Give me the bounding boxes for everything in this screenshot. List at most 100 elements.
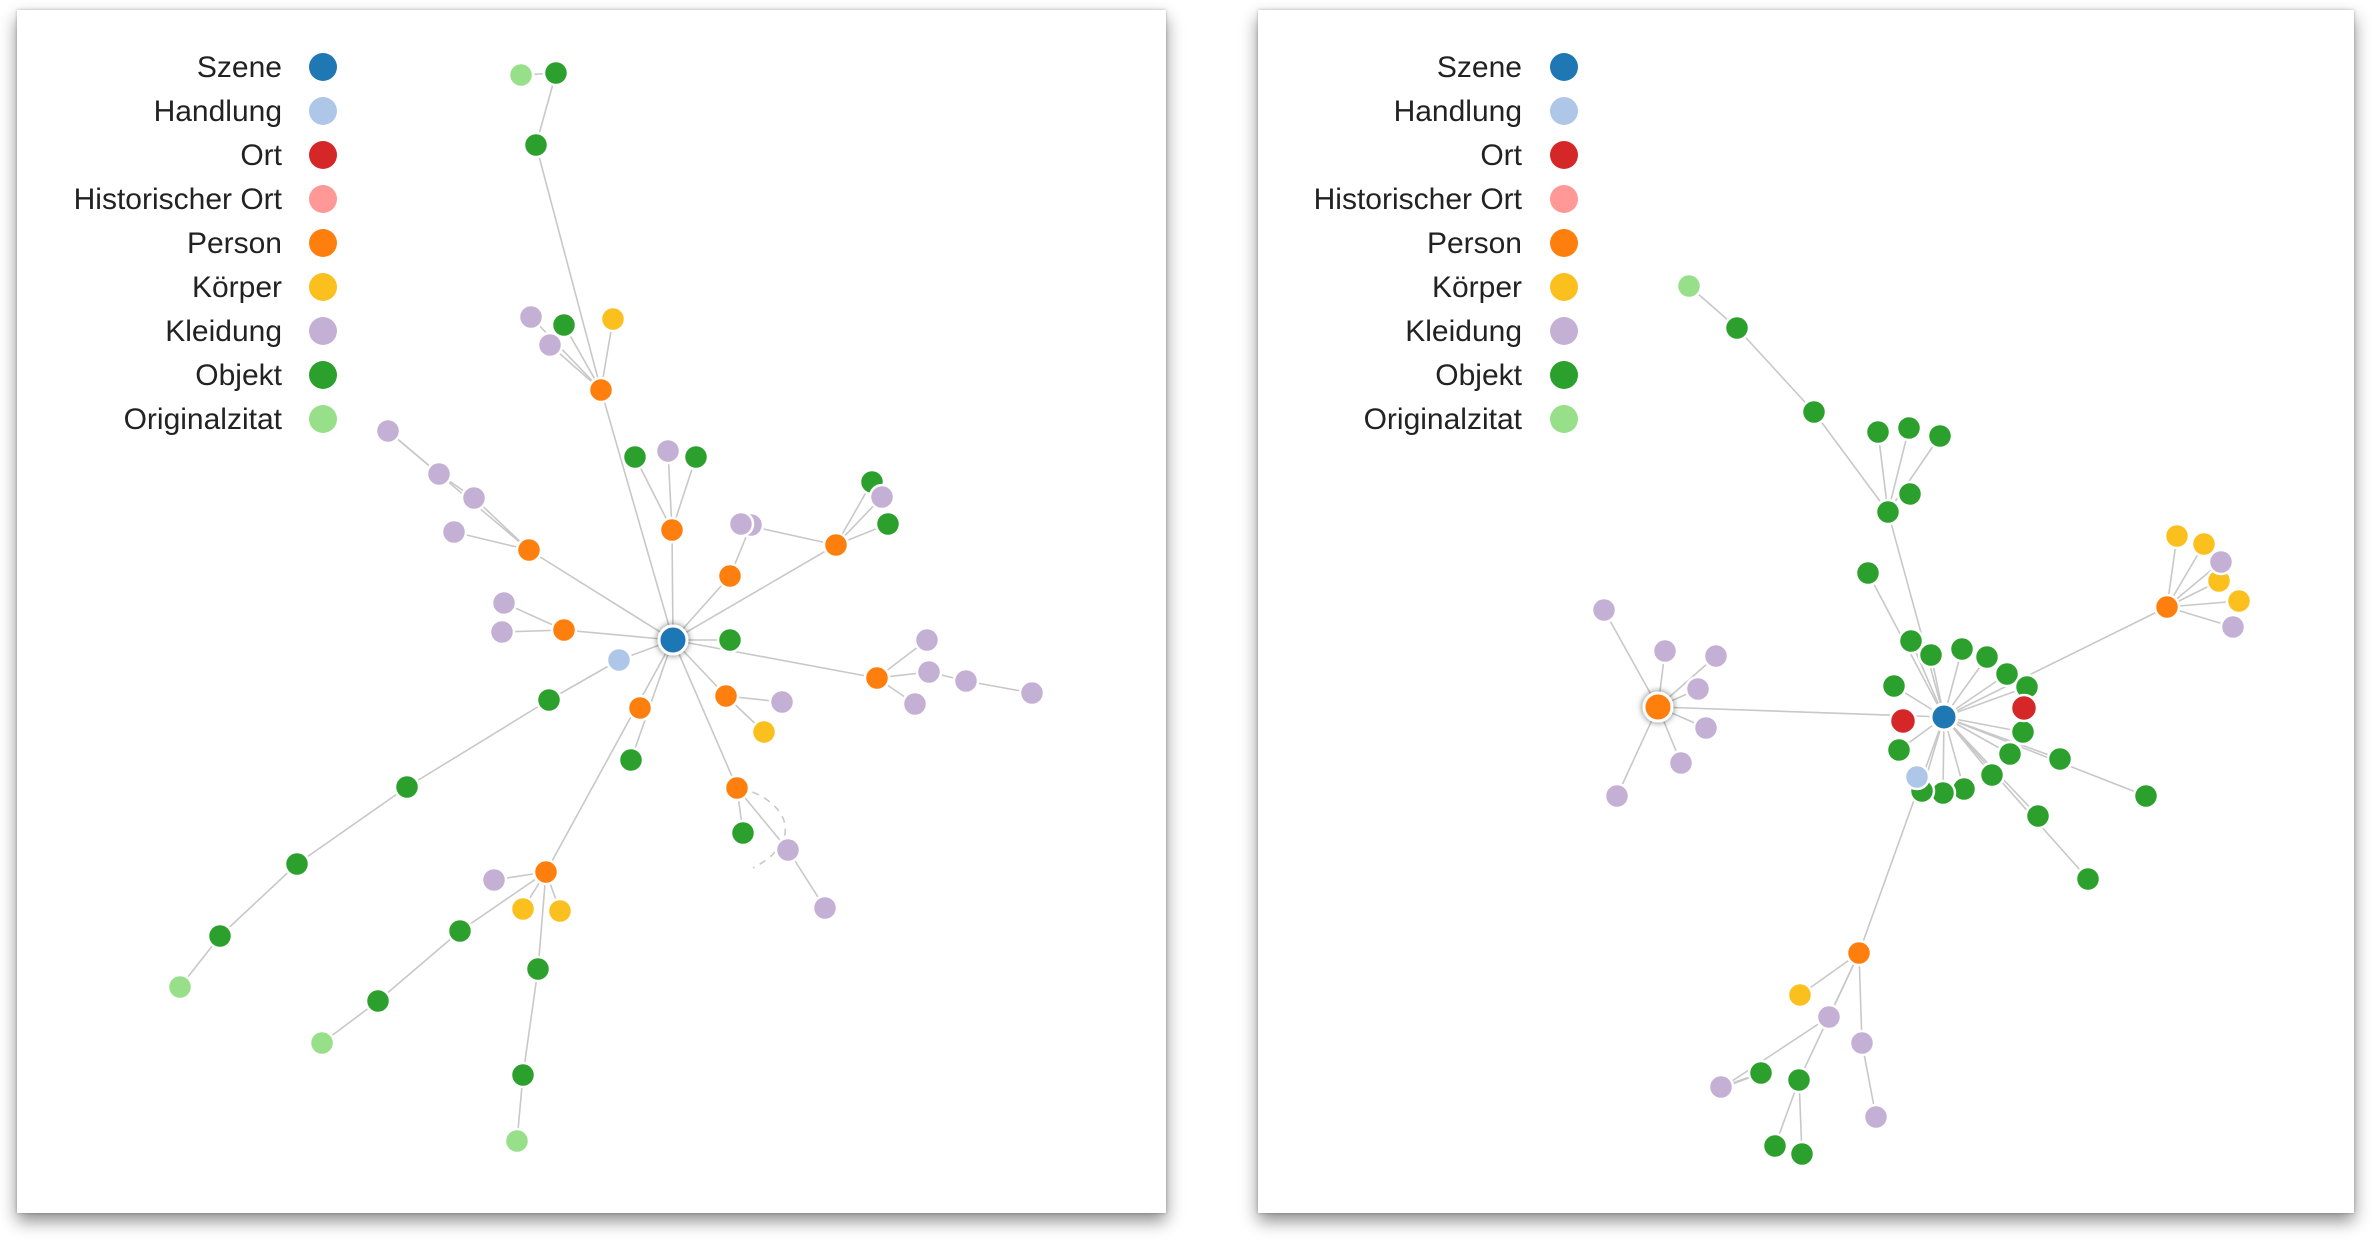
graph-node-kleidung[interactable]	[425, 460, 453, 488]
graph-canvas-right[interactable]: Szene Handlung Ort Historischer Ort Pers…	[1258, 10, 2354, 1213]
graph-node-person[interactable]	[626, 694, 654, 722]
graph-node-kleidung[interactable]	[517, 303, 545, 331]
graph-node-objekt[interactable]	[2024, 802, 2052, 830]
graph-node-szene[interactable]	[1929, 702, 1959, 732]
graph-node-handlung[interactable]	[1903, 763, 1931, 791]
graph-node-körper[interactable]	[546, 897, 574, 925]
graph-node-kleidung[interactable]	[868, 483, 896, 511]
graph-node-objekt[interactable]	[716, 626, 744, 654]
graph-node-objekt[interactable]	[1996, 740, 2024, 768]
graph-node-objekt[interactable]	[2009, 718, 2037, 746]
graph-node-objekt[interactable]	[1885, 736, 1913, 764]
graph-node-person[interactable]	[550, 616, 578, 644]
graph-node-person[interactable]	[1642, 691, 1674, 723]
graph-node-person[interactable]	[716, 562, 744, 590]
graph-canvas-left[interactable]: Szene Handlung Ort Historischer Ort Pers…	[17, 10, 1166, 1213]
graph-node-objekt[interactable]	[1747, 1059, 1775, 1087]
graph-node-originalzitat[interactable]	[308, 1029, 336, 1057]
graph-node-kleidung[interactable]	[811, 894, 839, 922]
graph-node-objekt[interactable]	[2074, 865, 2102, 893]
graph-node-kleidung[interactable]	[2219, 613, 2247, 641]
graph-node-kleidung[interactable]	[1667, 749, 1695, 777]
graph-node-person[interactable]	[587, 376, 615, 404]
graph-node-objekt[interactable]	[550, 311, 578, 339]
graph-node-kleidung[interactable]	[2207, 548, 2235, 576]
graph-node-kleidung[interactable]	[952, 667, 980, 695]
graph-node-kleidung[interactable]	[1590, 596, 1618, 624]
graph-node-objekt[interactable]	[283, 850, 311, 878]
graph-node-objekt[interactable]	[1800, 398, 1828, 426]
graph-node-objekt[interactable]	[1993, 660, 2021, 688]
graph-node-person[interactable]	[712, 682, 740, 710]
graph-node-objekt[interactable]	[2132, 782, 2160, 810]
graph-node-objekt[interactable]	[1723, 314, 1751, 342]
graph-node-objekt[interactable]	[1973, 643, 2001, 671]
graph-node-objekt[interactable]	[1761, 1132, 1789, 1160]
graph-node-körper[interactable]	[599, 305, 627, 333]
graph-node-person[interactable]	[532, 858, 560, 886]
graph-node-kleidung[interactable]	[490, 589, 518, 617]
graph-node-objekt[interactable]	[1785, 1066, 1813, 1094]
graph-node-kleidung[interactable]	[374, 417, 402, 445]
graph-node-koerper[interactable]	[2225, 587, 2253, 615]
graph-node-kleidung[interactable]	[1702, 642, 1730, 670]
graph-node-objekt[interactable]	[682, 443, 710, 471]
graph-node-objekt[interactable]	[364, 987, 392, 1015]
graph-node-kleidung[interactable]	[480, 866, 508, 894]
graph-node-ort[interactable]	[2009, 693, 2039, 723]
graph-node-szene[interactable]	[657, 624, 689, 656]
graph-node-objekt[interactable]	[1917, 641, 1945, 669]
graph-node-handlung[interactable]	[605, 646, 633, 674]
graph-node-objekt[interactable]	[1880, 672, 1908, 700]
graph-node-kleidung[interactable]	[1862, 1103, 1890, 1131]
graph-node-person[interactable]	[515, 536, 543, 564]
graph-node-koerper[interactable]	[2190, 530, 2218, 558]
graph-node-objekt[interactable]	[874, 510, 902, 538]
graph-node-objekt[interactable]	[1978, 761, 2006, 789]
graph-node-koerper[interactable]	[2163, 522, 2191, 550]
graph-node-kleidung[interactable]	[915, 658, 943, 686]
graph-node-objekt[interactable]	[522, 131, 550, 159]
graph-node-objekt[interactable]	[1864, 418, 1892, 446]
graph-node-objekt[interactable]	[1948, 635, 1976, 663]
graph-node-objekt[interactable]	[446, 917, 474, 945]
graph-node-kleidung[interactable]	[488, 618, 516, 646]
graph-node-kleidung[interactable]	[1707, 1073, 1735, 1101]
graph-node-objekt[interactable]	[1788, 1140, 1816, 1168]
graph-node-kleidung[interactable]	[1848, 1029, 1876, 1057]
graph-node-objekt[interactable]	[1926, 422, 1954, 450]
graph-node-kleidung[interactable]	[901, 690, 929, 718]
graph-node-kleidung[interactable]	[654, 437, 682, 465]
graph-node-objekt[interactable]	[524, 955, 552, 983]
graph-node-objekt[interactable]	[1896, 480, 1924, 508]
graph-node-person[interactable]	[1845, 939, 1873, 967]
graph-node-person[interactable]	[2153, 593, 2181, 621]
graph-node-objekt[interactable]	[1897, 627, 1925, 655]
graph-node-person[interactable]	[863, 664, 891, 692]
graph-node-originalzitat[interactable]	[166, 973, 194, 1001]
graph-node-objekt[interactable]	[206, 922, 234, 950]
graph-node-kleidung[interactable]	[1692, 714, 1720, 742]
graph-node-originalzitat[interactable]	[1675, 272, 1703, 300]
graph-node-originalzitat[interactable]	[503, 1127, 531, 1155]
graph-node-objekt[interactable]	[1895, 414, 1923, 442]
graph-node-kleidung[interactable]	[1684, 675, 1712, 703]
graph-node-objekt[interactable]	[621, 443, 649, 471]
graph-node-objekt[interactable]	[2046, 745, 2074, 773]
graph-node-kleidung[interactable]	[440, 518, 468, 546]
graph-node-objekt[interactable]	[617, 746, 645, 774]
graph-node-objekt[interactable]	[1854, 559, 1882, 587]
graph-node-objekt[interactable]	[509, 1061, 537, 1089]
graph-node-person[interactable]	[658, 516, 686, 544]
graph-node-objekt[interactable]	[729, 819, 757, 847]
graph-node-objekt[interactable]	[1874, 498, 1902, 526]
graph-node-koerper[interactable]	[1786, 981, 1814, 1009]
graph-node-kleidung[interactable]	[1815, 1003, 1843, 1031]
graph-node-kleidung[interactable]	[1603, 782, 1631, 810]
graph-node-kleidung[interactable]	[727, 510, 755, 538]
graph-node-körper[interactable]	[750, 718, 778, 746]
graph-node-objekt[interactable]	[542, 59, 570, 87]
graph-node-objekt[interactable]	[393, 773, 421, 801]
graph-node-objekt[interactable]	[535, 686, 563, 714]
graph-node-kleidung[interactable]	[460, 484, 488, 512]
